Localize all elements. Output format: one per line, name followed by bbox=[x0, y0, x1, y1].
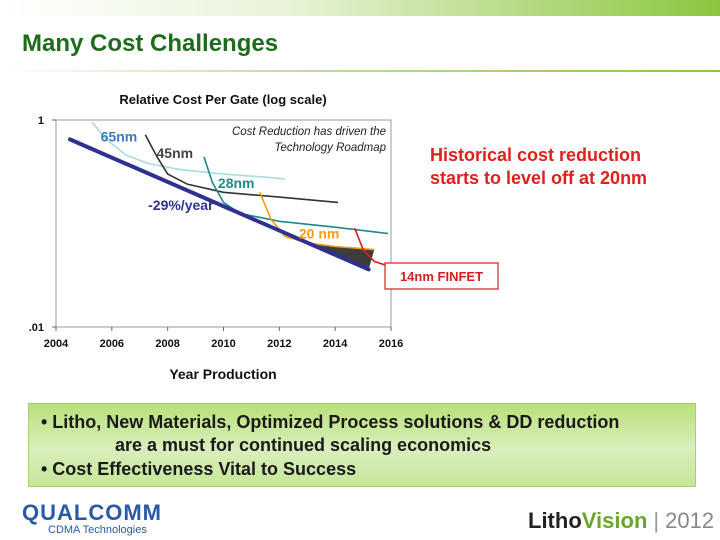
callout-line1: Historical cost reduction bbox=[430, 145, 642, 165]
bullet-1-continuation: are a must for continued scaling economi… bbox=[115, 435, 492, 455]
callout-text: Historical cost reduction starts to leve… bbox=[430, 144, 647, 190]
series-label-65nm: 65nm bbox=[101, 128, 138, 144]
chart-annotation-line2: Technology Roadmap bbox=[275, 142, 387, 154]
x-tick-label: 2016 bbox=[379, 338, 403, 350]
title-divider bbox=[0, 70, 720, 72]
takeaway-box: • Litho, New Materials, Optimized Proces… bbox=[28, 403, 696, 487]
logo-separator: | bbox=[653, 508, 660, 533]
x-axis-label: Year Production bbox=[169, 366, 276, 382]
y-tick-label: .01 bbox=[29, 322, 44, 334]
chart-title: Relative Cost Per Gate (log scale) bbox=[119, 92, 326, 107]
x-tick-label: 2004 bbox=[44, 338, 69, 350]
series-label-14nm-finfet: 14nm FINFET bbox=[400, 269, 483, 284]
top-accent-bar bbox=[0, 0, 720, 16]
bullet-2: • Cost Effectiveness Vital to Success bbox=[41, 459, 357, 479]
series-label-20-nm: 20 nm bbox=[299, 225, 339, 241]
lithovision-part1: Litho bbox=[528, 508, 582, 533]
plot-area bbox=[55, 119, 392, 328]
bullet-1: • Litho, New Materials, Optimized Proces… bbox=[41, 412, 620, 432]
x-tick-label: 2006 bbox=[100, 338, 124, 350]
series-label-28nm: 28nm bbox=[218, 175, 255, 191]
x-tick-label: 2014 bbox=[323, 338, 348, 350]
series-label-45nm: 45nm bbox=[157, 145, 194, 161]
lithovision-part2: Vision bbox=[581, 508, 648, 533]
slide-title: Many Cost Challenges bbox=[22, 30, 279, 57]
trend-line bbox=[67, 137, 371, 272]
cost-per-gate-chart: Relative Cost Per Gate (log scale) 2004 2… bbox=[29, 92, 499, 382]
y-tick-label: 1 bbox=[38, 115, 44, 127]
chart-annotation-line1: Cost Reduction has driven the bbox=[232, 126, 386, 138]
x-tick-label: 2010 bbox=[211, 338, 235, 350]
qualcomm-brand: QUALCOMM bbox=[22, 500, 162, 525]
lithovision-year: 2012 bbox=[665, 508, 715, 533]
callout-line2: starts to level off at 20nm bbox=[430, 168, 648, 188]
trend-label: -29%/year bbox=[148, 197, 214, 213]
lithovision-logo: LithoVision | 2012 bbox=[528, 508, 714, 534]
x-tick-label: 2012 bbox=[267, 338, 291, 350]
series-line-65nm bbox=[91, 121, 285, 180]
qualcomm-logo: QUALCOMM CDMA Technologies bbox=[22, 500, 162, 536]
qualcomm-subtitle: CDMA Technologies bbox=[48, 524, 147, 536]
x-tick-label: 2008 bbox=[155, 338, 179, 350]
series-line-45nm bbox=[144, 134, 339, 204]
label-box-14nm-finfet bbox=[384, 262, 499, 290]
